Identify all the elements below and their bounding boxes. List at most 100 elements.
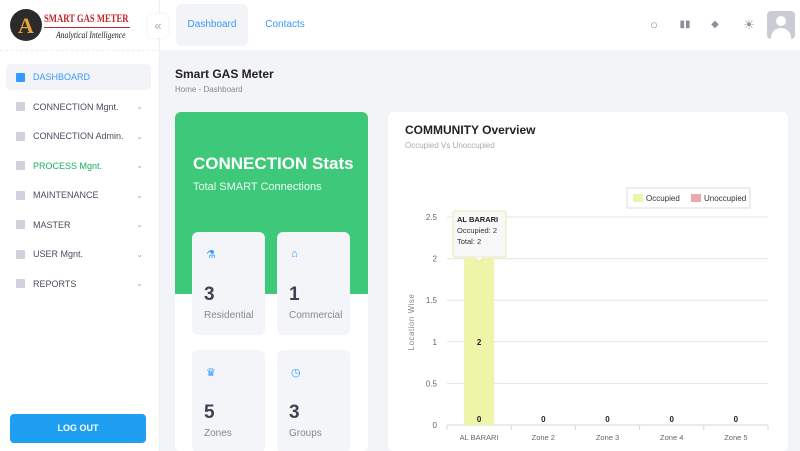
x-tick-label: Zone 2	[532, 433, 555, 442]
data-label: 2	[477, 338, 482, 347]
y-tick-label: 0.5	[426, 379, 438, 388]
y-tick-label: 1	[433, 338, 438, 347]
data-label: 0	[734, 415, 739, 424]
legend-label[interactable]: Occupied	[646, 194, 680, 203]
sidebar-item-label: CONNECTION Admin.	[33, 131, 124, 141]
legend-swatch[interactable]	[691, 194, 701, 202]
community-overview-card: COMMUNITY Overview Occupied Vs Unoccupie…	[388, 112, 788, 451]
sidebar-item-master[interactable]: MASTER ⌄	[6, 212, 151, 238]
chevron-down-icon: ⌄	[136, 249, 143, 259]
x-tick-label: Zone 5	[724, 433, 747, 442]
brand-tagline: Analytical Intelligence	[56, 30, 126, 40]
sidebar-item-label: REPORTS	[33, 278, 77, 289]
sidebar-item-maintenance[interactable]: MAINTENANCE ⌄	[6, 182, 151, 208]
legend-label[interactable]: Unoccupied	[704, 194, 746, 203]
clock-icon: ◷	[291, 367, 301, 379]
tile-value: 3	[204, 284, 215, 305]
chevron-down-icon: ⌄	[136, 220, 143, 229]
y-tick-label: 2	[433, 255, 438, 264]
tooltip-line: Occupied: 2	[457, 226, 497, 235]
building-icon: ⌂	[291, 248, 298, 260]
stats-subtitle: Total SMART Connections	[193, 181, 322, 193]
tab-dashboard[interactable]: Dashboard	[176, 4, 248, 46]
sidebar-item-dashboard[interactable]: DASHBOARD	[6, 64, 151, 90]
trophy-icon: ♛	[206, 367, 216, 379]
sidebar-item-label: DASHBOARD	[33, 72, 91, 82]
chevron-down-icon: ⌄	[136, 161, 143, 170]
admin-icon	[16, 131, 25, 141]
data-label: 0	[605, 415, 610, 424]
bar-occupied[interactable]	[464, 258, 495, 425]
sidebar-item-process-mgnt[interactable]: PROCESS Mgnt. ⌄	[6, 153, 151, 179]
breadcrumb-home[interactable]: Home	[175, 85, 197, 94]
page-title: Smart GAS Meter	[175, 67, 274, 81]
tooltip-line: Total: 2	[457, 237, 481, 246]
connection-stats-card: CONNECTION Stats Total SMART Connections…	[175, 112, 368, 451]
tile-commercial: ⌂ 1 Commercial	[277, 232, 350, 335]
sidebar-item-label: USER Mgnt.	[33, 249, 84, 259]
document-icon	[16, 161, 25, 170]
y-tick-label: 2.5	[426, 213, 438, 222]
sidebar-item-label: CONNECTION Mgnt.	[33, 101, 119, 112]
tile-value: 1	[289, 284, 300, 305]
chevron-down-icon: ⌄	[136, 102, 143, 111]
pie-icon	[16, 220, 25, 229]
flask-icon: ⚗	[206, 249, 216, 261]
connection-icon	[16, 102, 25, 111]
chart-subtitle: Occupied Vs Unoccupied	[405, 141, 495, 150]
tile-residential: ⚗ 3 Residential	[192, 232, 265, 335]
collapse-sidebar-icon[interactable]: «	[148, 14, 168, 38]
tile-zones: ♛ 5 Zones	[192, 350, 265, 451]
tile-label: Commercial	[289, 310, 343, 321]
topbar: Dashboard Contacts ○ ▮▮ ◆ ☀	[160, 0, 800, 50]
search-icon[interactable]: ○	[650, 17, 658, 32]
dashboard-icon	[16, 72, 25, 82]
data-label: 0	[541, 415, 546, 424]
sidebar-item-label: MAINTENANCE	[33, 190, 99, 200]
brand-name: SMART GAS METER	[44, 11, 129, 25]
logo[interactable]: A SMART GAS METER Analytical Intelligenc…	[6, 6, 136, 46]
tile-groups: ◷ 3 Groups	[277, 350, 350, 451]
tooltip-pointer	[473, 256, 485, 263]
layout-icon	[16, 279, 25, 288]
logout-button[interactable]: LOG OUT	[10, 414, 146, 443]
data-label: 0	[669, 415, 674, 424]
sidebar-item-connection-mgnt[interactable]: CONNECTION Mgnt. ⌄	[6, 94, 151, 120]
y-tick-label: 0	[433, 421, 438, 430]
chart-title: COMMUNITY Overview	[405, 123, 536, 137]
chevron-down-icon: ⌄	[136, 279, 143, 288]
fingerprint-icon	[16, 190, 25, 200]
stats-title: CONNECTION Stats	[193, 154, 354, 173]
sidebar-item-label: MASTER	[33, 219, 71, 230]
tile-value: 3	[289, 402, 300, 423]
y-tick-label: 1.5	[426, 296, 438, 305]
chevron-down-icon: ⌄	[136, 190, 143, 200]
avatar[interactable]	[767, 11, 795, 39]
sidebar-item-user-mgnt[interactable]: USER Mgnt. ⌄	[6, 241, 151, 267]
x-tick-label: Zone 3	[596, 433, 619, 442]
tile-label: Residential	[204, 310, 254, 321]
tile-value: 5	[204, 402, 215, 423]
theme-sun-icon[interactable]: ☀	[743, 17, 755, 32]
legend-swatch[interactable]	[633, 194, 643, 202]
sidebar: A SMART GAS METER Analytical Intelligenc…	[0, 0, 160, 451]
sidebar-item-reports[interactable]: REPORTS ⌄	[6, 271, 151, 297]
data-label: 0	[477, 415, 482, 424]
tile-label: Zones	[204, 428, 232, 439]
y-axis-label: Location Wise	[407, 294, 416, 351]
sidebar-item-connection-admin[interactable]: CONNECTION Admin. ⌄	[6, 123, 151, 149]
apps-icon[interactable]: ◆	[711, 19, 719, 30]
tooltip-title: AL BARARI	[457, 215, 498, 224]
sidebar-item-label: PROCESS Mgnt.	[33, 160, 103, 171]
breadcrumb: Home - Dashboard	[175, 85, 243, 94]
tab-contacts[interactable]: Contacts	[265, 19, 305, 30]
chart-icon[interactable]: ▮▮	[679, 19, 691, 30]
bar-chart: 0 0.5 1 1.5 2 2.5 Location Wise 2 0 AL BARARI 0 Zon…	[407, 187, 769, 442]
x-tick-label: Zone 4	[660, 433, 683, 442]
tile-label: Groups	[289, 428, 322, 439]
legend	[626, 187, 751, 209]
chevron-down-icon: ⌄	[136, 131, 143, 141]
shield-icon	[16, 249, 25, 259]
x-tick-label: AL BARARI	[460, 433, 499, 442]
breadcrumb-current: Dashboard	[203, 85, 243, 94]
